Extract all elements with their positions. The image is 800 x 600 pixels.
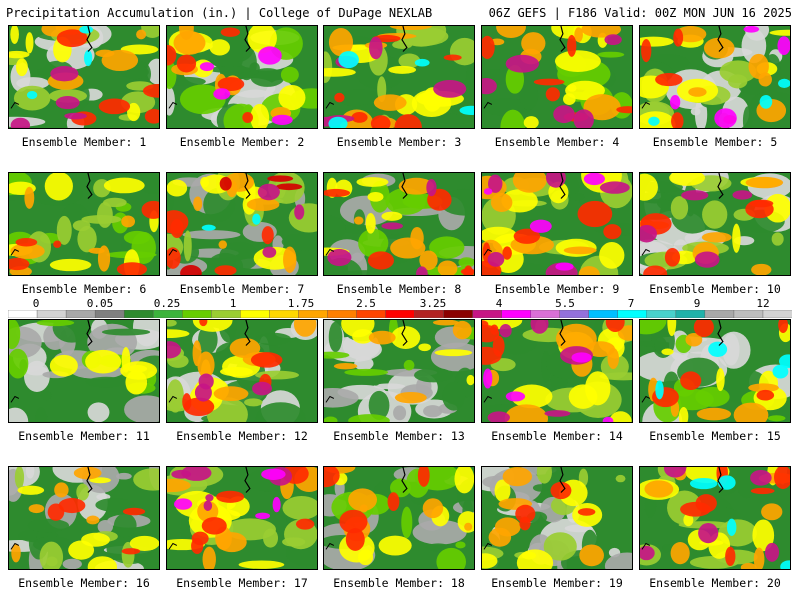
ensemble-map-panel	[481, 172, 633, 276]
ensemble-map-panel	[8, 25, 160, 129]
ensemble-member-label: Ensemble Member: 4	[494, 135, 620, 149]
colorbar-swatch	[559, 310, 590, 318]
colorbar-swatch	[36, 310, 67, 318]
colorbar-swatch	[385, 310, 416, 318]
colorbar-swatch	[298, 310, 329, 318]
colorbar-swatch	[472, 310, 503, 318]
precip-colorbar	[8, 310, 792, 318]
ensemble-map-panel	[323, 25, 475, 129]
ensemble-member-label: Ensemble Member: 9	[494, 282, 620, 296]
ensemble-member-label: Ensemble Member: 19	[491, 576, 623, 590]
colorbar-swatch	[501, 310, 532, 318]
colorbar-swatch	[94, 310, 125, 318]
colorbar-tick-label: 4	[495, 297, 503, 310]
colorbar-tick-label: 0.05	[86, 297, 114, 310]
ensemble-member-label: Ensemble Member: 8	[336, 282, 462, 296]
ensemble-member-label: Ensemble Member: 5	[652, 135, 778, 149]
ensemble-map-panel	[481, 25, 633, 129]
ensemble-map-panel	[8, 319, 160, 423]
ensemble-map-panel	[481, 319, 633, 423]
ensemble-map-panel	[639, 172, 791, 276]
colorbar-tick-label: 0.25	[153, 297, 181, 310]
ensemble-member-label: Ensemble Member: 3	[336, 135, 462, 149]
map-title: Precipitation Accumulation (in.) | Colle…	[6, 6, 433, 20]
ensemble-member-label: Ensemble Member: 16	[18, 576, 150, 590]
ensemble-member-label: Ensemble Member: 6	[21, 282, 147, 296]
ensemble-member-label: Ensemble Member: 13	[333, 429, 465, 443]
run-valid-time: 06Z GEFS | F186 Valid: 00Z MON JUN 16 20…	[488, 6, 792, 20]
ensemble-map-panel	[166, 319, 318, 423]
colorbar-tick-label: 3.25	[419, 297, 447, 310]
colorbar-swatch	[182, 310, 212, 318]
ensemble-member-label: Ensemble Member: 10	[649, 282, 781, 296]
colorbar-swatch	[414, 310, 445, 318]
ensemble-member-label: Ensemble Member: 17	[176, 576, 308, 590]
colorbar-swatch	[356, 310, 387, 318]
colorbar-swatch	[530, 310, 561, 318]
ensemble-map-panel	[323, 172, 475, 276]
ensemble-member-label: Ensemble Member: 12	[176, 429, 308, 443]
colorbar-swatch	[327, 310, 358, 318]
ensemble-map-panel	[166, 466, 318, 570]
ensemble-map-panel	[639, 466, 791, 570]
colorbar-swatch	[588, 310, 619, 318]
ensemble-member-label: Ensemble Member: 15	[649, 429, 781, 443]
colorbar-swatch	[704, 310, 735, 318]
ensemble-map-panel	[481, 466, 633, 570]
ensemble-map-panel	[323, 319, 475, 423]
colorbar-tick-label: 12	[756, 297, 770, 310]
colorbar-swatch	[211, 310, 241, 318]
ensemble-map-panel	[166, 25, 318, 129]
ensemble-member-label: Ensemble Member: 20	[649, 576, 781, 590]
colorbar-tick-label: 2.5	[356, 297, 376, 310]
colorbar-swatch	[8, 310, 38, 318]
colorbar-swatch	[443, 310, 474, 318]
ensemble-member-label: Ensemble Member: 1	[21, 135, 147, 149]
colorbar-swatch	[123, 310, 154, 318]
ensemble-map-panel	[8, 172, 160, 276]
colorbar-swatch	[65, 310, 96, 318]
ensemble-map-panel	[166, 172, 318, 276]
colorbar-swatch	[733, 310, 764, 318]
colorbar-swatch	[152, 310, 183, 318]
colorbar-tick-label: 9	[693, 297, 701, 310]
ensemble-map-panel	[639, 25, 791, 129]
ensemble-map-panel	[639, 319, 791, 423]
colorbar-tick-label: 7	[627, 297, 635, 310]
colorbar-tick-label: 1.75	[287, 297, 315, 310]
colorbar-swatch	[617, 310, 648, 318]
ensemble-map-panel	[8, 466, 160, 570]
colorbar-tick-label: 0	[32, 297, 40, 310]
colorbar-swatch	[675, 310, 706, 318]
ensemble-member-label: Ensemble Member: 18	[333, 576, 465, 590]
ensemble-member-label: Ensemble Member: 14	[491, 429, 623, 443]
ensemble-member-label: Ensemble Member: 2	[179, 135, 305, 149]
ensemble-map-panel	[323, 466, 475, 570]
colorbar-swatch	[762, 310, 792, 318]
colorbar-swatch	[240, 310, 271, 318]
ensemble-member-label: Ensemble Member: 11	[18, 429, 150, 443]
colorbar-swatch	[646, 310, 677, 318]
colorbar-tick-label: 1	[229, 297, 237, 310]
colorbar-tick-label: 5.5	[555, 297, 575, 310]
ensemble-member-label: Ensemble Member: 7	[179, 282, 305, 296]
colorbar-swatch	[269, 310, 300, 318]
